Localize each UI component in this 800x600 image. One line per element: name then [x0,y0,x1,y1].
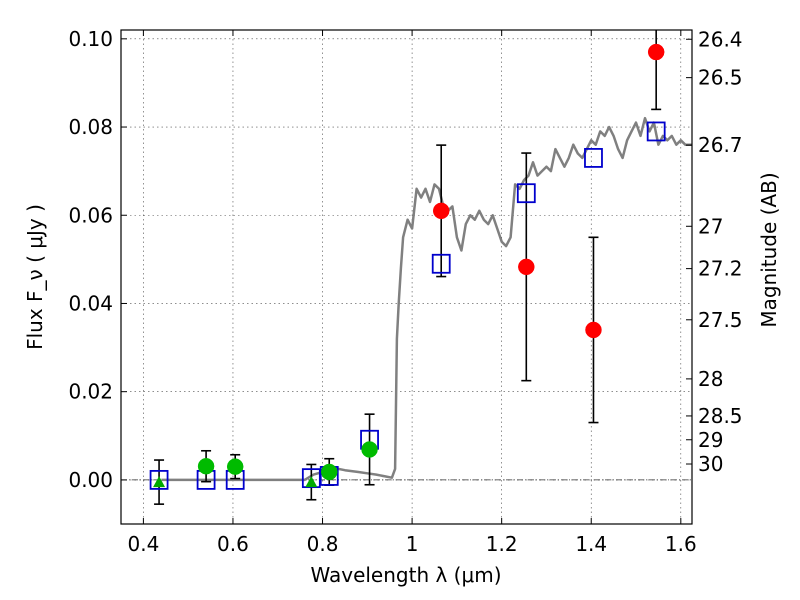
y2-tick-label: 28 [698,367,723,391]
data-markers [153,43,665,488]
model-squares [149,121,666,490]
y2-tick-label: 26.4 [698,27,743,51]
model-point-square [516,183,536,204]
plot-frame [120,29,693,525]
model-point-square [301,468,321,489]
data-point-circle [432,202,450,220]
y-tick-label: 0.10 [68,27,113,51]
axes [120,29,693,525]
x-tick-label: 0.8 [307,532,339,556]
x-axis-label: Wavelength λ (μm) [310,563,501,587]
model-point-square [431,253,451,274]
model-point-square [584,148,603,168]
x-tick-label: 1.2 [486,532,518,556]
y2-axis-label: Magnitude (AB) [757,172,781,327]
y2-tick-label: 30 [698,452,723,476]
data-point-circle [518,258,535,276]
x-tick-label: 0.6 [217,532,249,556]
data-point-circle [361,441,378,458]
error-bars [154,30,662,505]
y2-tick-label: 26.7 [698,133,743,157]
spectrum [161,116,692,482]
upper-limit-triangle [153,476,166,488]
data-point-circle [226,458,244,475]
y-tick-label: 0.04 [68,291,113,315]
x-tick-label: 0.4 [127,532,159,556]
y-tick-label: 0.06 [68,203,113,227]
model-point-square [149,469,169,490]
upper-limit-triangle [305,476,318,488]
model-point-square [646,121,666,142]
y-tick-label: 0.02 [68,380,113,404]
ticks: 0.4 0.6 0.8 1 1.2 1.4 1.6 0.00 0.02 0.04 0.06 0.08 0… [68,27,742,556]
y-tick-label: 0.08 [68,115,113,139]
y2-tick-label: 27 [698,214,723,238]
y2-tick-label: 27.5 [698,308,743,332]
data-point-circle [197,457,215,475]
spectrum-line [161,116,692,482]
y-tick-label: 0.00 [68,468,113,492]
y2-tick-label: 27.2 [698,257,743,281]
data-point-circle [320,463,338,481]
data-point-circle [585,321,602,339]
y2-tick-label: 28.5 [698,404,743,428]
grid [121,30,692,524]
x-tick-label: 1 [406,532,419,556]
data-point-circle [647,43,665,61]
y2-tick-label: 29 [698,428,723,452]
y-axis-label: Flux F_ν ( μJy ) [23,204,47,350]
x-tick-label: 1.6 [665,532,697,556]
y2-tick-label: 26.5 [698,66,743,90]
x-tick-label: 1.4 [575,532,607,556]
